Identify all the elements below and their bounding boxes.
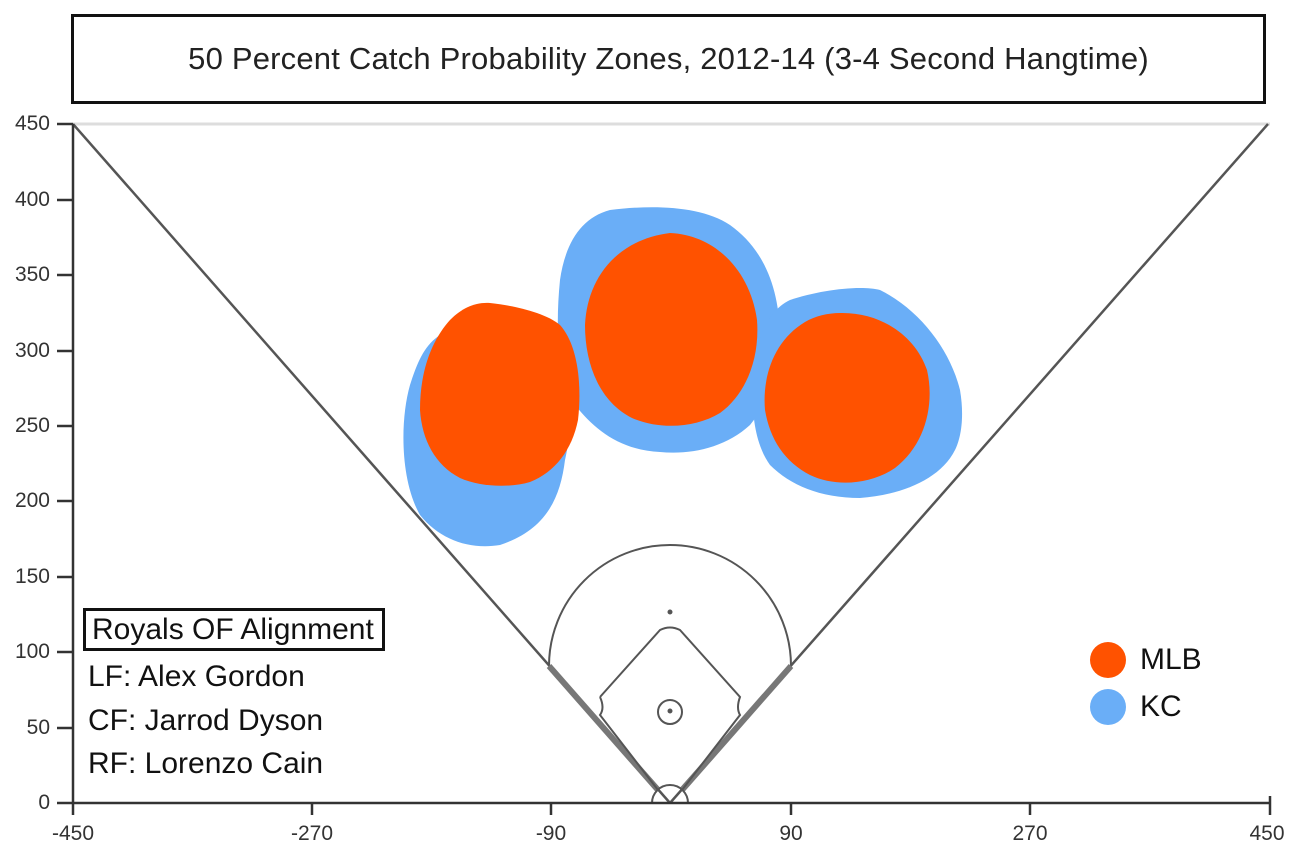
infield-dirt-outline xyxy=(598,626,742,791)
pitchers-rubber xyxy=(667,708,673,714)
chart-title: 50 Percent Catch Probability Zones, 2012… xyxy=(188,41,1149,76)
legend-item-mlb: MLB xyxy=(1090,642,1202,678)
home-plate-circle xyxy=(651,784,689,804)
x-axis xyxy=(71,796,1272,815)
right-baseline-path xyxy=(679,664,794,792)
alignment-cf: CF: Jarrod Dyson xyxy=(88,704,324,737)
alignment-lf: LF: Alex Gordon xyxy=(88,660,305,693)
x-tick-label: -270 xyxy=(290,822,334,845)
y-tick-label: 250 xyxy=(14,414,50,437)
legend-swatch-mlb-icon xyxy=(1090,642,1126,678)
mlb-zone-lf xyxy=(420,302,580,486)
y-tick-label: 150 xyxy=(14,565,50,588)
mlb-zone-rf xyxy=(764,312,930,483)
y-tick-label: 300 xyxy=(14,339,50,362)
y-tick-label: 400 xyxy=(14,188,50,211)
alignment-title-box: Royals OF Alignment xyxy=(83,608,385,651)
mlb-zones xyxy=(420,233,930,486)
x-tick-label: -450 xyxy=(51,822,95,845)
y-axis xyxy=(57,122,75,805)
alignment-title: Royals OF Alignment xyxy=(92,613,374,646)
x-tick-label: 270 xyxy=(1012,822,1048,845)
legend-label: MLB xyxy=(1140,643,1202,676)
legend-label: KC xyxy=(1140,690,1182,723)
left-baseline-path xyxy=(546,664,661,792)
baseball-infield xyxy=(546,544,794,804)
y-tick-label: 450 xyxy=(14,112,50,135)
y-tick-label: 350 xyxy=(14,263,50,286)
y-tick-label: 0 xyxy=(38,791,50,814)
alignment-rf: RF: Lorenzo Cain xyxy=(88,747,324,780)
infield-arc xyxy=(548,544,792,667)
second-base xyxy=(667,609,673,615)
x-tick-label: -90 xyxy=(535,822,567,845)
chart-title-box: 50 Percent Catch Probability Zones, 2012… xyxy=(71,14,1266,104)
x-tick-label: 450 xyxy=(1249,822,1285,845)
legend-item-kc: KC xyxy=(1090,689,1182,725)
y-tick-label: 50 xyxy=(26,716,50,739)
legend-swatch-kc-icon xyxy=(1090,689,1126,725)
x-tick-label: 90 xyxy=(779,822,803,845)
mlb-zone-cf xyxy=(585,233,758,426)
y-tick-label: 200 xyxy=(14,489,50,512)
pitchers-mound xyxy=(657,699,683,725)
y-tick-label: 100 xyxy=(14,640,50,663)
